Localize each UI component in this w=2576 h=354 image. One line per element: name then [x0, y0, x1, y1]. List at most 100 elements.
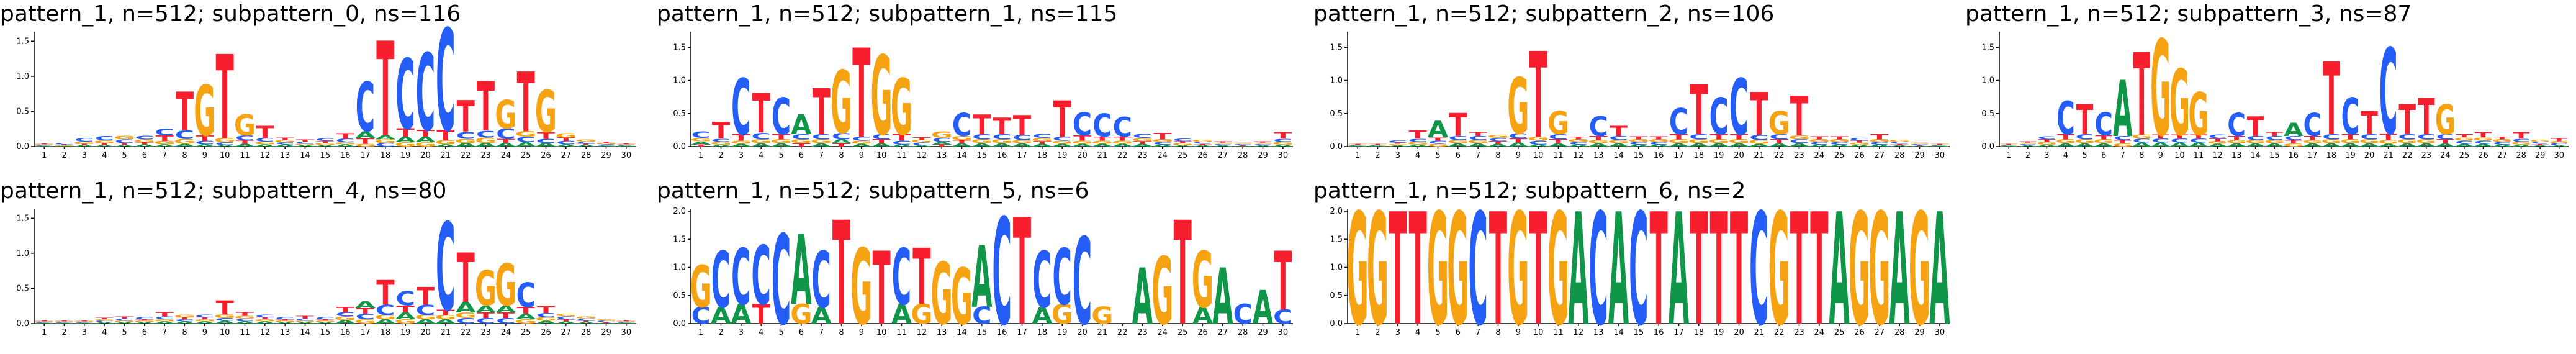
x-tick-label: 30 — [621, 328, 632, 337]
x-tick-label: 6 — [1456, 151, 1461, 160]
logo-letter-C: C — [1569, 142, 1588, 146]
logo-letter-T: T — [1850, 140, 1869, 143]
logo-letter-G: G — [1547, 181, 1569, 354]
logo-letter-C: C — [1689, 133, 1708, 141]
x-tick-label: 19 — [1057, 328, 1068, 337]
logo-letter-G: G — [1999, 144, 2019, 145]
logo-letter-G: G — [1728, 138, 1750, 145]
x-tick-label: 6 — [799, 328, 804, 337]
logo-letter-G: G — [1151, 138, 1173, 143]
x-tick-label: 30 — [1278, 328, 1289, 337]
x-tick-label: 22 — [1774, 328, 1785, 337]
x-tick-label: 28 — [1894, 151, 1905, 160]
x-tick-label: 21 — [441, 328, 451, 337]
logo-letter-G: G — [555, 313, 577, 317]
logo-letter-G: G — [1447, 139, 1469, 145]
logo-letter-A: A — [2056, 142, 2076, 148]
logo-letter-C: C — [2304, 106, 2322, 143]
logo-letter-C: C — [1052, 135, 1071, 142]
y-tick-label: 1.5 — [1330, 43, 1343, 52]
panel-title: pattern_1, n=512; subpattern_2, ns=106 — [1313, 1, 1775, 27]
logo-letter-T: T — [813, 76, 831, 150]
logo-letter-G: G — [750, 138, 772, 145]
x-tick-label: 18 — [381, 328, 391, 337]
logo-letter-A: A — [415, 135, 436, 144]
logo-letter-A: A — [1192, 145, 1214, 147]
logo-letter-T: T — [752, 299, 771, 330]
logo-letter-T: T — [356, 137, 375, 145]
x-tick-label: 5 — [778, 151, 783, 160]
logo-letter-A: A — [536, 142, 556, 148]
logo-letter-T: T — [517, 56, 535, 151]
logo-letter-G: G — [1868, 138, 1890, 143]
logo-letter-T: T — [852, 24, 870, 166]
logo-letter-T: T — [1870, 133, 1889, 141]
logo-letter-A: A — [315, 145, 336, 147]
logo-letter-A: A — [235, 321, 256, 324]
logo-letter-T: T — [316, 140, 335, 143]
x-tick-label: 12 — [917, 151, 927, 160]
y-tick-label: 1.0 — [673, 263, 686, 273]
logo-letter-A: A — [1909, 146, 1930, 147]
logo-letter-C: C — [55, 322, 74, 323]
logo-letter-T: T — [2418, 88, 2435, 145]
logo-letter-T: T — [2361, 104, 2378, 142]
logo-letter-C: C — [1448, 135, 1467, 141]
logo-letter-T: T — [1650, 181, 1668, 354]
logo-letter-A: A — [1367, 146, 1389, 147]
logo-letter-G: G — [891, 63, 912, 152]
x-tick-label: 4 — [102, 328, 107, 337]
logo-letter-T: T — [2057, 133, 2075, 142]
sequence-logo-chart: 0.00.51.01.51 2 3 4 5 6 7 8 9 10 11 12 13 14 15 16 17 18 1… — [16, 199, 637, 338]
logo-letter-G: G — [254, 141, 276, 145]
logo-letter-G: G — [1387, 143, 1408, 145]
logo-letter-A: A — [576, 145, 597, 147]
logo-letter-A: A — [2132, 142, 2152, 148]
x-tick-label: 16 — [340, 151, 351, 160]
x-tick-label: 6 — [2101, 151, 2106, 160]
logo-letter-G: G — [314, 320, 336, 323]
logo-letter-T: T — [1670, 133, 1688, 141]
x-tick-label: 20 — [420, 151, 431, 160]
logo-letter-C: C — [195, 140, 214, 146]
logo-letter-A: A — [335, 319, 356, 325]
logo-letter-T: T — [912, 137, 930, 141]
y-tick-label: 0.5 — [673, 109, 686, 119]
logo-letter-C: C — [912, 142, 931, 147]
x-tick-label: 12 — [917, 328, 927, 337]
logo-letter-A: A — [395, 311, 416, 322]
logo-letter-T: T — [517, 305, 535, 316]
logo-letter-C: C — [2132, 138, 2151, 144]
logo-letter-G: G — [555, 132, 577, 139]
x-tick-label: 27 — [561, 328, 572, 337]
logo-letter-T: T — [497, 311, 515, 320]
logo-letter-T: T — [316, 319, 335, 322]
x-tick-label: 13 — [1593, 151, 1604, 160]
logo-letter-A: A — [94, 145, 115, 147]
logo-letter-A: A — [2189, 142, 2209, 148]
x-tick-label: 13 — [937, 328, 947, 337]
logo-letter-C: C — [255, 137, 274, 143]
x-tick-label: 9 — [1516, 328, 1521, 337]
logo-letter-G: G — [1507, 62, 1529, 152]
logo-letter-T: T — [176, 317, 194, 320]
logo-letter-T: T — [2398, 96, 2416, 143]
x-tick-label: 27 — [1875, 151, 1885, 160]
x-tick-label: 3 — [82, 328, 87, 337]
x-tick-label: 5 — [1435, 328, 1440, 337]
logo-letter-G: G — [1407, 142, 1429, 146]
logo-letter-T: T — [1409, 129, 1428, 141]
x-tick-label: 26 — [541, 151, 551, 160]
logo-letter-T: T — [537, 304, 555, 315]
logo-panel-3: pattern_1, n=512; subpattern_3, ns=87 0.… — [1965, 0, 2576, 177]
logo-letter-A: A — [1929, 146, 1950, 147]
logo-letter-A: A — [2322, 142, 2341, 148]
logo-letter-A: A — [1568, 144, 1589, 147]
logo-letter-T: T — [973, 109, 991, 141]
x-tick-label: 15 — [320, 328, 331, 337]
logo-letter-C: C — [1173, 138, 1192, 142]
logo-letter-A: A — [791, 214, 811, 327]
y-tick-label: 0.0 — [1330, 142, 1343, 152]
logo-letter-A: A — [456, 142, 476, 148]
logo-letter-G: G — [234, 109, 256, 142]
